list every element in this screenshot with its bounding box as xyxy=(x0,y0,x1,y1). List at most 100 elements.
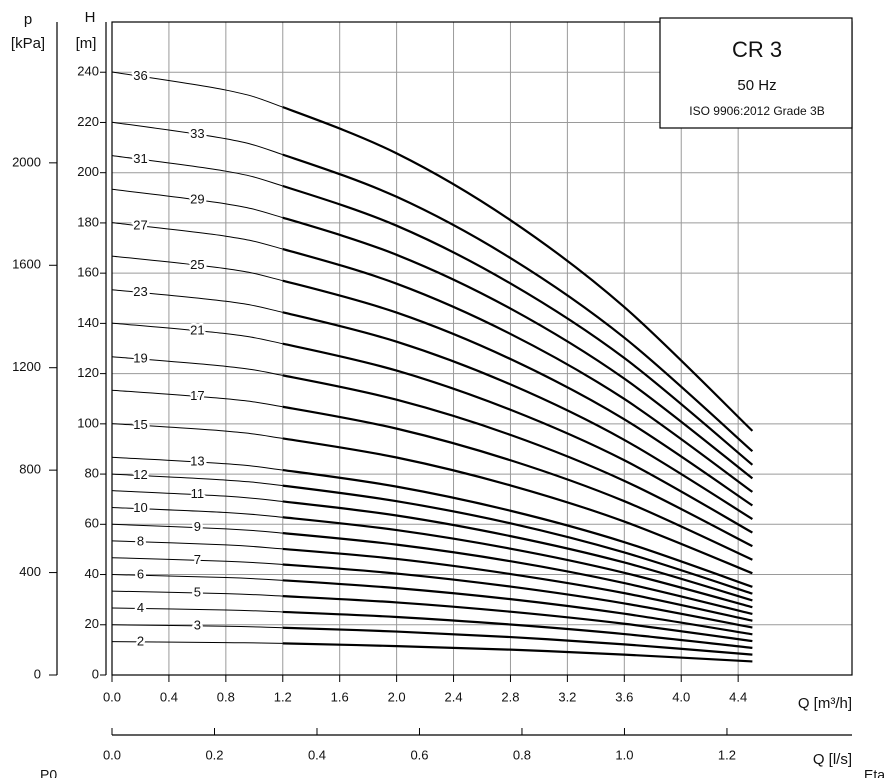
x-tick-label: 2.4 xyxy=(444,689,462,704)
curve xyxy=(282,342,753,534)
curve-low-flow xyxy=(111,356,283,376)
curve-label: 12 xyxy=(133,467,147,482)
curve xyxy=(282,374,753,548)
curve-label: 10 xyxy=(133,500,147,515)
x-tick-label: 0.8 xyxy=(217,689,235,704)
footer-label: P0 xyxy=(40,767,57,778)
x2-tick-label: 0.0 xyxy=(103,747,121,762)
curve xyxy=(282,626,753,656)
curve-label: 3 xyxy=(194,617,201,632)
curve-label: 33 xyxy=(190,126,204,141)
curve xyxy=(282,247,754,493)
curve xyxy=(282,468,753,588)
y2-tick-label: 400 xyxy=(19,564,41,579)
curve-low-flow xyxy=(111,188,283,219)
curve-low-flow xyxy=(111,222,283,250)
curve xyxy=(282,516,753,609)
curve-low-flow xyxy=(111,255,283,282)
curve xyxy=(282,579,753,636)
curve-label: 25 xyxy=(190,257,204,272)
curve-low-flow xyxy=(111,389,283,408)
curve xyxy=(282,484,753,595)
curve xyxy=(282,153,754,453)
curve xyxy=(282,563,753,629)
x-tick-label: 2.0 xyxy=(388,689,406,704)
chart-subtitle: 50 Hz xyxy=(737,77,776,94)
x-tick-label: 2.8 xyxy=(501,689,519,704)
curve-label: 21 xyxy=(190,322,204,337)
curve-label: 15 xyxy=(133,417,147,432)
x2-tick-label: 0.6 xyxy=(410,747,428,762)
curve-low-flow xyxy=(111,423,283,439)
curve-low-flow xyxy=(111,540,283,550)
x-tick-label: 1.6 xyxy=(331,689,349,704)
x-tick-label: 0.0 xyxy=(103,689,121,704)
curve-label: 29 xyxy=(190,192,204,207)
curve-label: 19 xyxy=(133,351,147,366)
curve-label: 13 xyxy=(190,454,204,469)
curve xyxy=(282,184,754,466)
y-label: H xyxy=(85,9,96,26)
curve-label: 5 xyxy=(194,584,201,599)
x2-tick-label: 0.2 xyxy=(205,747,223,762)
curve xyxy=(282,437,753,575)
y-tick-label: 40 xyxy=(85,566,99,581)
curve-low-flow xyxy=(111,523,283,534)
y-tick-label: 0 xyxy=(92,666,99,681)
x-tick-label: 0.4 xyxy=(160,689,178,704)
curve xyxy=(282,532,753,616)
curve-label: 23 xyxy=(133,284,147,299)
y-tick-label: 220 xyxy=(77,114,99,129)
curve-label: 2 xyxy=(137,633,144,648)
curve-label: 11 xyxy=(191,486,205,501)
curve-label: 27 xyxy=(133,218,147,233)
y-tick-label: 80 xyxy=(85,466,99,481)
y-tick-label: 100 xyxy=(77,415,99,430)
curve-label: 8 xyxy=(137,533,144,548)
curve-low-flow xyxy=(111,557,283,565)
y-tick-label: 60 xyxy=(85,516,99,531)
x-label: Q [m³/h] xyxy=(798,695,852,712)
curve xyxy=(282,547,753,622)
y-tick-label: 120 xyxy=(77,365,99,380)
curve xyxy=(282,642,753,663)
x-tick-label: 3.2 xyxy=(558,689,576,704)
curve-low-flow xyxy=(111,71,283,108)
curve xyxy=(282,405,753,561)
y-tick-label: 200 xyxy=(77,164,99,179)
y2-tick-label: 1600 xyxy=(12,257,41,272)
curve-low-flow xyxy=(111,490,283,502)
title-box xyxy=(659,17,853,129)
curve-label: 17 xyxy=(190,388,204,403)
curve-label: 9 xyxy=(194,519,201,534)
curve xyxy=(282,610,753,649)
curve-label: 7 xyxy=(194,552,201,567)
curve-low-flow xyxy=(111,289,283,313)
curve-low-flow xyxy=(111,624,283,629)
y-tick-label: 20 xyxy=(85,616,99,631)
x-tick-label: 4.0 xyxy=(672,689,690,704)
curve-low-flow xyxy=(111,574,283,581)
curve xyxy=(282,311,753,520)
x-tick-label: 3.6 xyxy=(615,689,633,704)
curve-label: 6 xyxy=(137,567,144,582)
y2-tick-label: 800 xyxy=(19,462,41,477)
curve-low-flow xyxy=(111,506,283,518)
curve xyxy=(282,279,753,507)
y2-tick-label: 2000 xyxy=(12,154,41,169)
annotation: ISO 9906:2012 Grade 3B xyxy=(689,104,824,118)
curve-low-flow xyxy=(111,607,283,613)
curve-label: 4 xyxy=(137,600,144,615)
curve xyxy=(282,595,753,643)
plot-frame xyxy=(111,21,853,676)
x2-tick-label: 1.0 xyxy=(615,747,633,762)
curve xyxy=(282,500,753,602)
x2-tick-label: 0.4 xyxy=(308,747,326,762)
curve-label: 36 xyxy=(133,68,147,83)
y2-unit: [kPa] xyxy=(11,35,45,52)
curve xyxy=(282,106,754,432)
curve xyxy=(282,216,754,480)
y2-label: p xyxy=(24,11,32,28)
